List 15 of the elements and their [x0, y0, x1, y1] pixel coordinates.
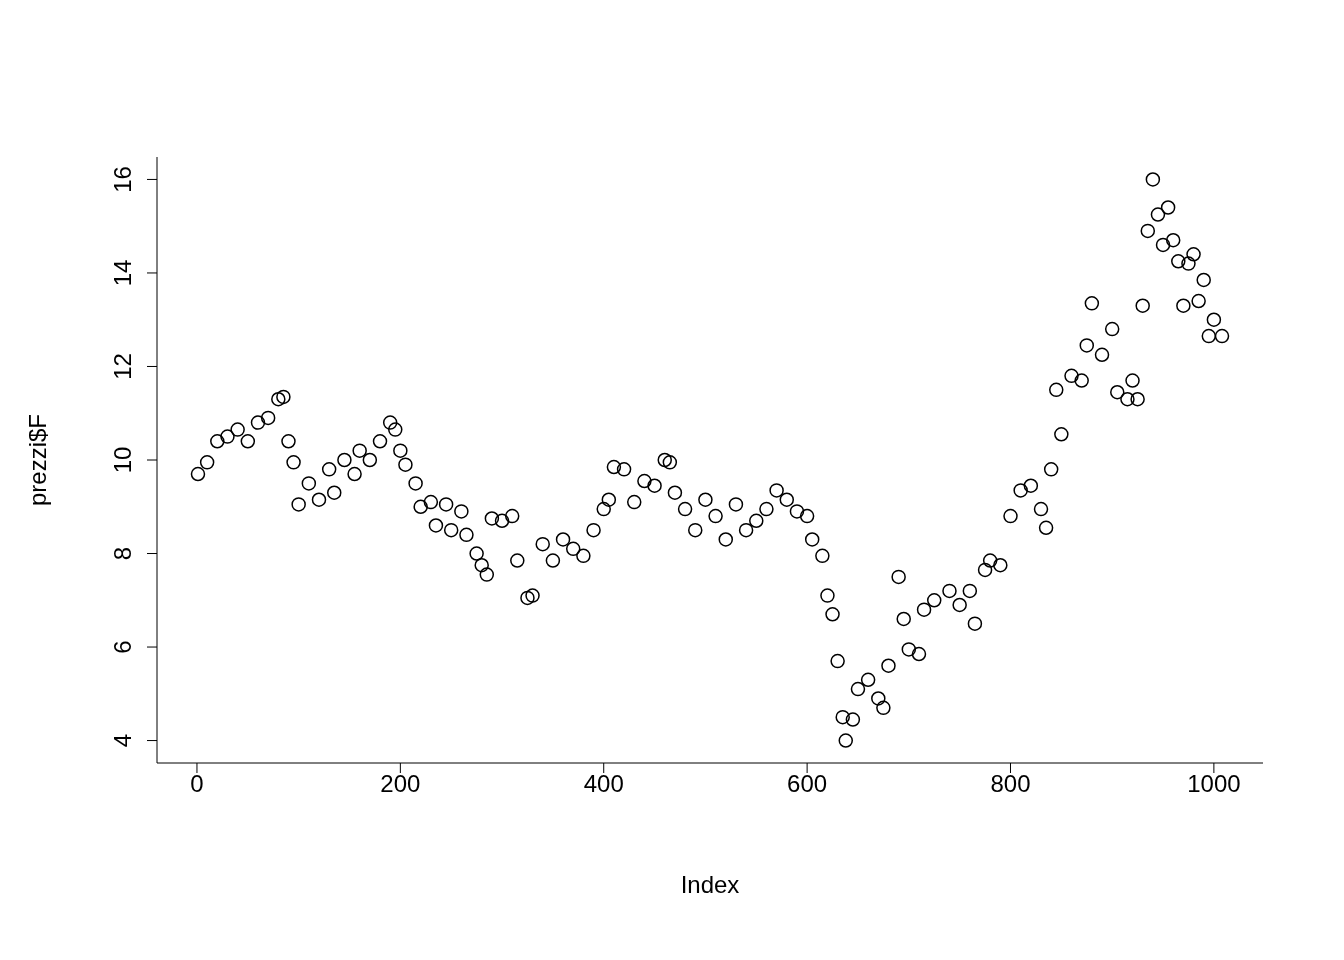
y-tick-label: 12 — [109, 353, 136, 380]
x-tick-label: 1000 — [1187, 770, 1241, 798]
y-tick-label: 10 — [109, 446, 136, 474]
y-tick-label: 14 — [109, 259, 136, 287]
y-tick-label: 6 — [109, 640, 136, 654]
y-tick-label: 16 — [109, 166, 136, 193]
x-tick-label: 200 — [380, 770, 421, 798]
x-tick-label: 0 — [190, 770, 204, 798]
x-tick-label: 600 — [787, 770, 828, 798]
y-tick-label: 8 — [109, 546, 136, 561]
y-axis-title: prezzi$F — [23, 413, 51, 507]
y-tick-label: 4 — [109, 733, 136, 748]
x-axis-title: Index — [680, 871, 740, 898]
x-tick-label: 800 — [990, 770, 1031, 798]
x-tick-label: 400 — [583, 770, 624, 798]
